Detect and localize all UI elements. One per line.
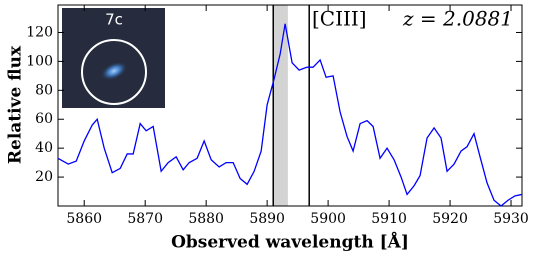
y-tick-label: 80 <box>35 82 53 98</box>
wavelength-span <box>273 5 288 206</box>
inset-image <box>62 8 165 108</box>
y-tick-label: 60 <box>35 111 53 127</box>
x-tick-label: 5890 <box>249 211 285 227</box>
y-tick-label: 40 <box>35 140 53 156</box>
redshift-label: z = 2.0881 <box>402 7 513 31</box>
y-axis-label: Relative flux <box>6 45 26 164</box>
x-tick-label: 5870 <box>127 211 163 227</box>
line-label: [CIII] <box>312 7 367 31</box>
galaxy <box>100 61 128 81</box>
x-tick-label: 5860 <box>66 211 102 227</box>
x-tick-label: 5930 <box>493 211 529 227</box>
x-axis-label: Observed wavelength [Å] <box>171 231 409 253</box>
aperture <box>81 39 147 105</box>
spectrum-line <box>57 23 523 207</box>
y-tick-label: 120 <box>26 24 53 40</box>
inset-label: 7c <box>105 11 123 29</box>
plot-frame <box>57 4 523 207</box>
y-tick-label: 20 <box>35 169 53 185</box>
x-tick-label: 5920 <box>432 211 468 227</box>
x-tick-label: 5910 <box>371 211 407 227</box>
x-tick-label: 5880 <box>188 211 224 227</box>
inset: 7c <box>62 8 165 108</box>
y-tick-label: 100 <box>26 53 53 69</box>
x-tick-label: 5900 <box>310 211 346 227</box>
